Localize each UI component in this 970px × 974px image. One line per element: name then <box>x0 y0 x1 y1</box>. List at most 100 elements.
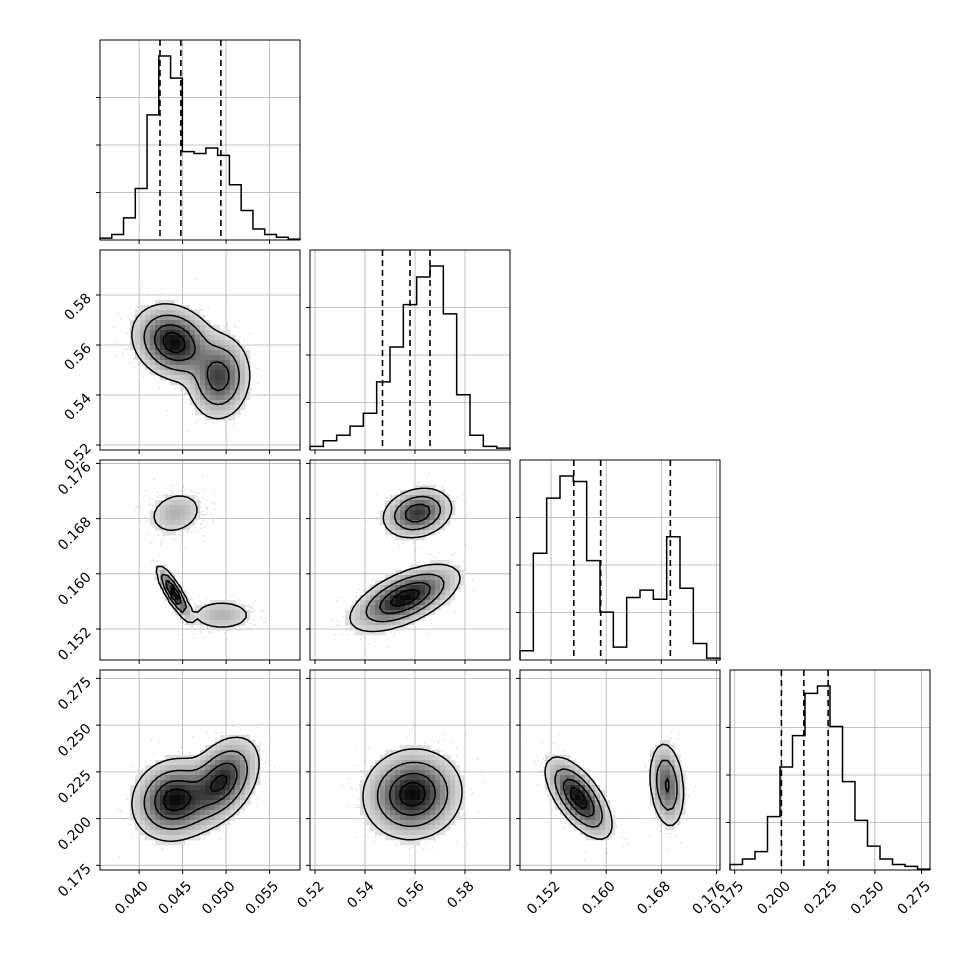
scatter-point <box>250 606 252 608</box>
scatter-point <box>193 633 195 635</box>
scatter-point <box>202 476 204 478</box>
scatter-point <box>356 592 358 594</box>
scatter-point <box>197 420 199 422</box>
hist-bar <box>124 218 136 240</box>
scatter-point <box>206 499 208 501</box>
scatter-point <box>241 630 243 632</box>
scatter-point <box>369 644 371 646</box>
density-cell <box>205 360 210 365</box>
scatter-point <box>249 333 251 335</box>
hist-bar <box>653 599 666 660</box>
density-cell <box>185 380 190 385</box>
scatter-point <box>249 605 251 607</box>
scatter-point <box>183 533 185 535</box>
y-tick-label: 0.54 <box>61 390 94 423</box>
density-cell <box>180 500 185 505</box>
density-cell <box>160 305 165 310</box>
scatter-point <box>190 599 192 601</box>
density-cell <box>205 615 210 620</box>
density-cell <box>215 395 220 400</box>
scatter-point <box>140 520 142 522</box>
scatter-point <box>414 550 416 552</box>
scatter-point <box>399 545 401 547</box>
scatter-point <box>252 608 254 610</box>
density-cell <box>230 375 235 380</box>
hist-bar <box>830 726 843 870</box>
hist-bar <box>755 852 768 870</box>
x-tick-label: 0.225 <box>801 878 841 918</box>
hist-panel-1 <box>306 250 510 454</box>
scatter-point <box>226 436 228 438</box>
scatter-point <box>457 496 459 498</box>
scatter-point <box>234 422 236 424</box>
scatter-point <box>162 538 164 540</box>
scatter-point <box>170 490 172 492</box>
scatter-point <box>193 491 195 493</box>
scatter-point <box>203 521 205 523</box>
scatter-point <box>366 519 368 521</box>
density-cell <box>170 310 175 315</box>
scatter-point <box>348 634 350 636</box>
scatter-point <box>237 599 239 601</box>
density-cell <box>210 355 215 360</box>
density-cell <box>165 520 170 525</box>
scatter-point <box>337 621 339 623</box>
scatter-point <box>199 627 201 629</box>
scatter-point <box>148 504 150 506</box>
density-cell <box>230 385 235 390</box>
panel-content <box>327 473 474 648</box>
hist-bar <box>743 859 756 870</box>
scatter-point <box>254 609 256 611</box>
hist-bar <box>337 435 350 450</box>
scatter-point <box>399 631 401 633</box>
hist-bar <box>430 266 443 450</box>
density-cell <box>165 360 170 365</box>
scatter-point <box>184 489 186 491</box>
density-cell <box>215 340 220 345</box>
x-tick-label: 0.200 <box>754 878 794 918</box>
scatter-point <box>252 612 254 614</box>
density-cell <box>170 500 175 505</box>
density-cell <box>195 355 200 360</box>
scatter-point <box>236 338 238 340</box>
hist-panel-0 <box>96 40 300 244</box>
density-cell <box>175 515 180 520</box>
hist-bar <box>206 148 218 240</box>
scatter-point <box>253 602 255 604</box>
scatter-point <box>337 600 339 602</box>
scatter-point <box>154 538 156 540</box>
hist-bar <box>805 693 818 870</box>
scatter-point <box>195 422 197 424</box>
scatter-point <box>239 336 241 338</box>
density-cell <box>200 370 205 375</box>
density-cell <box>180 320 185 325</box>
density-cell <box>425 490 430 495</box>
scatter-point <box>253 610 255 612</box>
density-cell <box>155 365 160 370</box>
scatter-point <box>182 622 184 624</box>
hist-bar <box>417 277 430 450</box>
scatter-point <box>194 603 196 605</box>
scatter-point <box>208 308 210 310</box>
hist-bar <box>640 590 653 660</box>
scatter-point <box>163 530 165 532</box>
scatter-point <box>333 626 335 628</box>
scatter-point <box>462 494 464 496</box>
density-cell <box>215 335 220 340</box>
density-cell <box>160 320 165 325</box>
scatter-point <box>460 591 462 593</box>
density-cell <box>220 410 225 415</box>
hist-bar <box>229 185 241 240</box>
scatter-point <box>203 505 205 507</box>
scatter-point <box>145 490 147 492</box>
scatter-point <box>129 319 131 321</box>
density-cell <box>220 350 225 355</box>
scatter-point <box>201 519 203 521</box>
density-cell <box>225 355 230 360</box>
hist-bar <box>112 234 124 240</box>
density-cell <box>190 505 195 510</box>
scatter-point <box>200 528 202 530</box>
scatter-point <box>435 483 437 485</box>
